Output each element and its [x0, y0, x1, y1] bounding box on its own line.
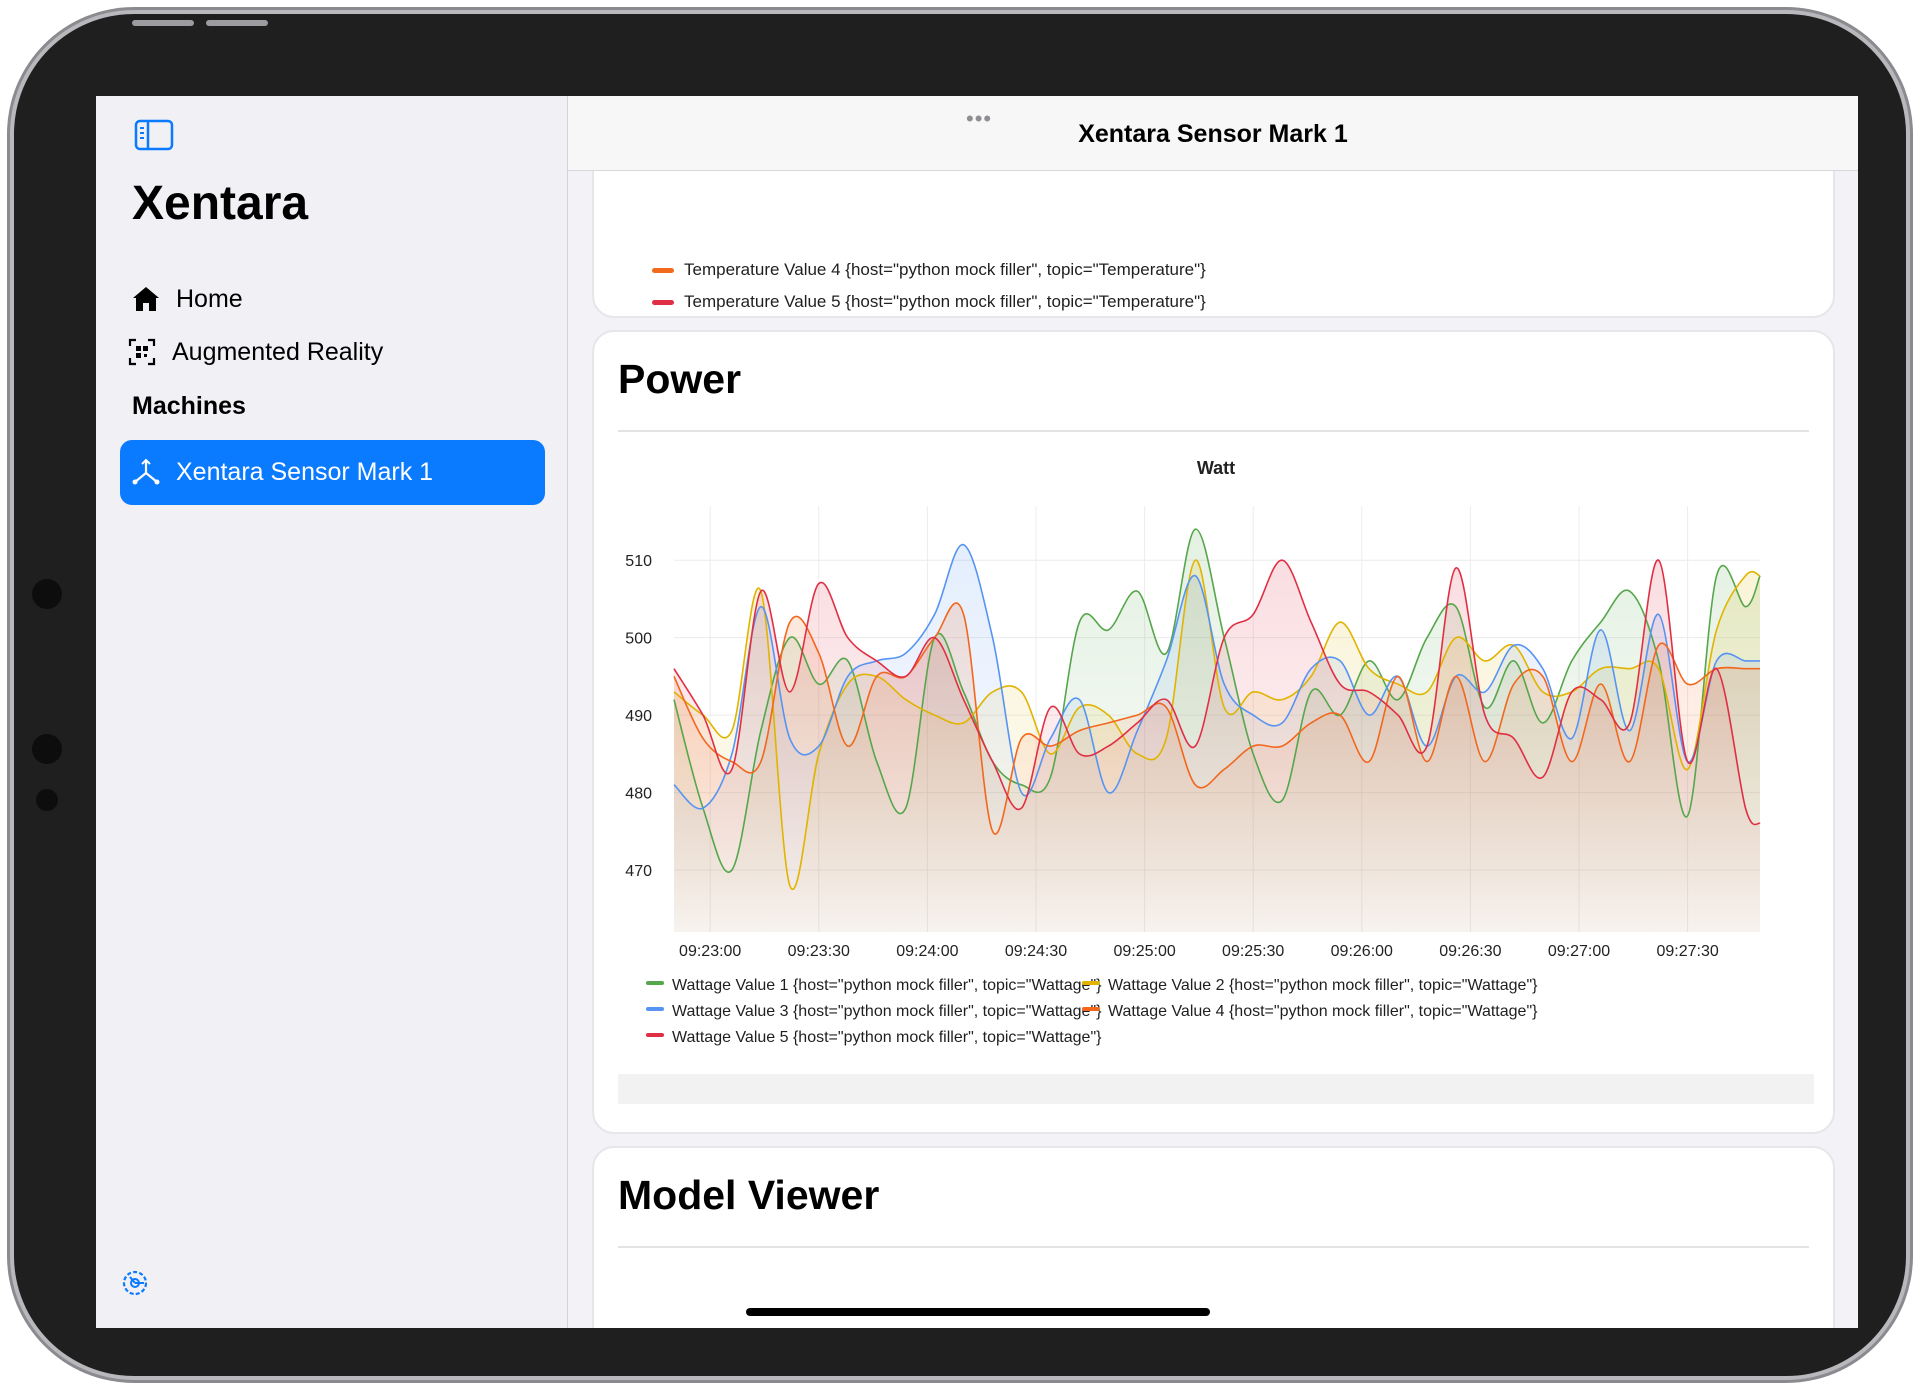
chart-footer-bar [618, 1074, 1814, 1104]
chart-title: Watt [1196, 458, 1236, 478]
x-tick-label: 09:25:30 [1222, 943, 1284, 960]
legend-swatch [652, 299, 674, 305]
legend-swatch [652, 267, 674, 273]
series-area-5 [674, 559, 1760, 932]
legend-swatch [1082, 981, 1100, 985]
sidebar-toggle-icon [134, 119, 174, 151]
legend-label: Wattage Value 3 {host="python mock fille… [672, 1003, 1102, 1020]
legend-swatch [646, 1033, 664, 1037]
x-tick-label: 09:23:00 [679, 943, 741, 960]
sidebar-item-label: Augmented Reality [172, 337, 384, 366]
card-title: Model Viewer [618, 1172, 880, 1218]
legend-label: Wattage Value 1 {host="python mock fille… [672, 977, 1102, 994]
detail-pane: ••• Xentara Sensor Mark 1 Temperature Va… [568, 96, 1858, 1328]
axes-3d-icon [130, 457, 162, 489]
multitasking-dots-icon[interactable]: ••• [966, 106, 993, 131]
legend-label: Temperature Value 4 {host="python mock f… [684, 260, 1206, 279]
legend-label: Wattage Value 4 {host="python mock fille… [1108, 1003, 1538, 1020]
machine-item-label: Xentara Sensor Mark 1 [176, 458, 434, 486]
legend-swatch [646, 1007, 664, 1011]
model-viewer-card: Model Viewer [592, 1146, 1835, 1328]
series-line-2 [673, 559, 1761, 890]
x-tick-label: 09:23:30 [788, 943, 850, 960]
y-tick-label: 510 [625, 553, 652, 570]
home-indicator[interactable] [746, 1308, 1210, 1316]
sidebar: Xentara Home Augmented Reality Machines [96, 96, 568, 1328]
series-line-5 [673, 559, 1761, 826]
y-tick-label: 500 [625, 631, 652, 648]
legend-swatch [1082, 1007, 1100, 1011]
side-sensor [32, 734, 62, 764]
gear-icon [122, 1270, 148, 1296]
y-tick-label: 480 [625, 786, 652, 803]
sidebar-item-augmented-reality[interactable]: Augmented Reality [126, 330, 383, 374]
legend-label: Wattage Value 5 {host="python mock fille… [672, 1029, 1102, 1046]
legend-item[interactable]: Temperature Value 5 {host="python mock f… [652, 292, 1206, 312]
power-chart[interactable]: Watt 470 480 490 500 510 09:23:00 09:23:30 09:2… [618, 444, 1814, 1064]
qr-scan-icon [126, 336, 158, 368]
legend-label: Temperature Value 5 {host="python mock f… [684, 292, 1206, 311]
ipad-frame: Xentara Home Augmented Reality Machines [14, 14, 1906, 1376]
power-card: Power Watt 470 480 490 500 510 09:23:00 09:23:… [592, 330, 1835, 1134]
y-tick-label: 470 [625, 863, 652, 880]
device-volume-button [132, 20, 194, 26]
side-sensor [36, 789, 58, 811]
page-title: Xentara Sensor Mark 1 [1078, 120, 1348, 148]
x-tick-label: 09:25:00 [1113, 943, 1175, 960]
card-title: Power [618, 356, 742, 402]
device-power-button [206, 20, 268, 26]
chart-canvas[interactable]: 470 480 490 500 510 09:23:00 09:23:30 09:24:00 0… [618, 444, 1814, 1064]
legend-label: Wattage Value 2 {host="python mock fille… [1108, 977, 1538, 994]
divider [618, 1246, 1809, 1248]
side-sensor [32, 579, 62, 609]
series-line-3 [673, 543, 1760, 810]
series-line-4 [673, 602, 1760, 835]
legend-item[interactable]: Temperature Value 4 {host="python mock f… [652, 260, 1206, 280]
legend-swatch [646, 981, 664, 985]
divider [618, 430, 1809, 432]
machines-section-header: Machines [132, 392, 246, 420]
x-tick-label: 09:26:30 [1439, 943, 1501, 960]
x-tick-label: 09:27:30 [1656, 943, 1718, 960]
x-tick-label: 09:24:30 [1005, 943, 1067, 960]
x-tick-label: 09:26:00 [1331, 943, 1393, 960]
y-tick-label: 490 [625, 708, 652, 725]
navigation-bar: ••• Xentara Sensor Mark 1 [568, 96, 1858, 171]
sidebar-item-xentara-sensor-mark-1[interactable]: Xentara Sensor Mark 1 [120, 440, 545, 505]
x-tick-label: 09:24:00 [896, 943, 958, 960]
sidebar-item-label: Home [176, 284, 243, 313]
screen: Xentara Home Augmented Reality Machines [96, 96, 1858, 1328]
sidebar-toggle-button[interactable] [134, 118, 174, 152]
settings-button[interactable] [120, 1268, 150, 1298]
sidebar-item-home[interactable]: Home [130, 277, 243, 321]
house-icon [130, 283, 162, 315]
app-title: Xentara [132, 177, 309, 230]
x-tick-label: 09:27:00 [1548, 943, 1610, 960]
